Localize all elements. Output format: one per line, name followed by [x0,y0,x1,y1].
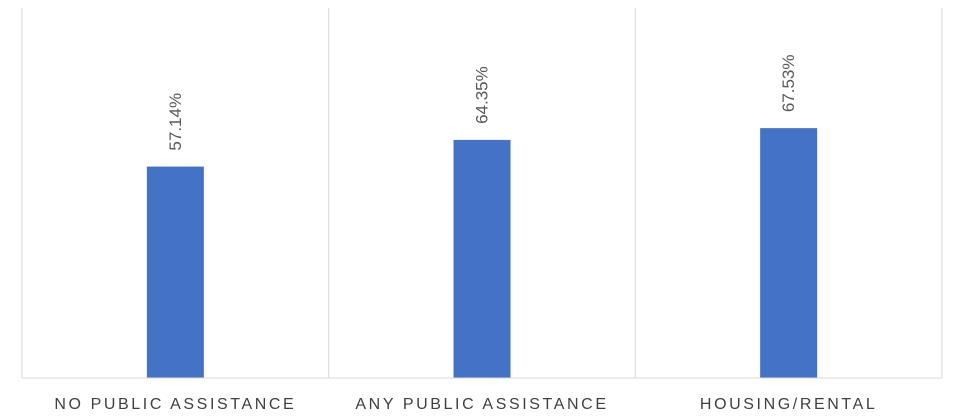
bar [146,166,204,378]
category-labels-group: NO PUBLIC ASSISTANCE ANY PUBLIC ASSISTANC… [54,396,877,413]
data-labels-group: 57.14% 64.35% 67.53% [166,54,798,150]
category-label: HOUSING/RENTAL [700,396,877,413]
category-label: NO PUBLIC ASSISTANCE [54,396,296,413]
data-label: 67.53% [779,54,798,112]
data-label: 64.35% [473,66,492,124]
bars-group [146,128,818,378]
category-gridlines [21,8,943,378]
bar [760,128,818,378]
data-label: 57.14% [166,93,185,151]
bar [453,139,511,378]
category-label: ANY PUBLIC ASSISTANCE [355,396,608,413]
